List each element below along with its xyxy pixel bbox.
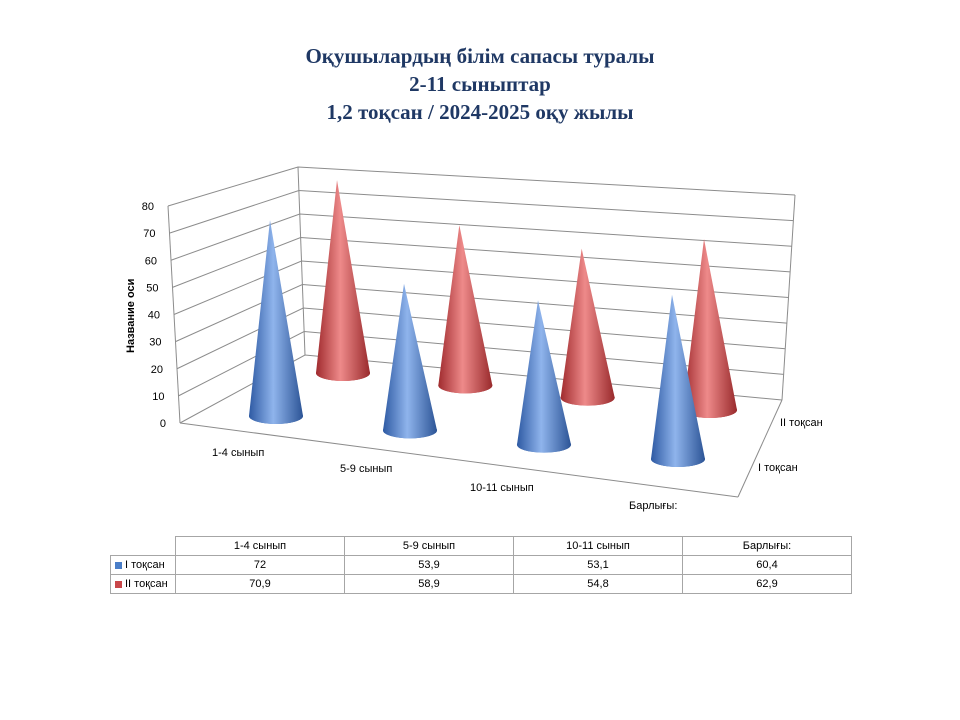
gridline <box>170 213 792 261</box>
table-cell: 70,9 <box>175 574 345 594</box>
table-cell: 54,8 <box>513 574 683 594</box>
title-line-1: Оқушылардың білім сапасы туралы <box>305 44 655 68</box>
series-depth-label: I тоқсан <box>758 462 798 474</box>
cone-q2 <box>560 248 615 406</box>
table-row: I тоқсан 72 53,9 53,1 60,4 <box>110 555 852 575</box>
series-label: II тоқсан <box>125 578 168 590</box>
axis-labels: Название оси 0 10 20 30 40 50 60 70 80 1-4 сынып 5… <box>125 201 823 512</box>
cone-q2 <box>316 180 370 381</box>
title-line-2: 2-11 сыныптар <box>409 72 551 96</box>
x-tick-label: Барлығы: <box>629 500 677 512</box>
table-header-row: 1-4 сынып 5-9 сынып 10-11 сынып Барлығы: <box>111 536 852 556</box>
y-tick-label: 50 <box>146 282 158 294</box>
cone-q2 <box>438 225 493 394</box>
y-tick-label: 70 <box>143 228 155 240</box>
gridline <box>167 166 796 207</box>
table-cell: 58,9 <box>344 574 514 594</box>
table-row: II тоқсан 70,9 58,9 54,8 62,9 <box>110 574 852 594</box>
y-tick-label: 60 <box>145 255 157 267</box>
y-tick-label: 40 <box>148 310 160 322</box>
x-tick-label: 5-9 сынып <box>340 463 392 475</box>
cone-body <box>651 294 705 467</box>
cones <box>249 180 737 467</box>
cone-q1 <box>249 220 303 424</box>
x-tick-label: 10-11 сынып <box>470 482 534 494</box>
table-cell: 62,9 <box>682 574 852 594</box>
cone-chart: Название оси 0 10 20 30 40 50 60 70 80 1-4 сынып 5… <box>125 166 823 512</box>
wall-edge <box>781 194 796 401</box>
axes <box>167 205 783 498</box>
y-axis-title: Название оси <box>125 279 137 353</box>
cone-body <box>316 180 370 381</box>
cone-q1 <box>517 300 571 453</box>
legend-swatch-blue <box>115 561 122 569</box>
cone-body <box>560 248 615 406</box>
x-axis-line <box>179 422 739 498</box>
cone-body <box>683 238 737 418</box>
y-axis-line <box>167 205 181 424</box>
table-cell: 72 <box>175 555 345 575</box>
table-header: Барлығы: <box>682 536 852 556</box>
table-header: 5-9 сынып <box>344 536 514 556</box>
cone-body <box>517 300 571 453</box>
y-tick-label: 80 <box>142 201 154 213</box>
table-corner <box>111 537 176 556</box>
x-tick-label: 1-4 сынып <box>212 447 264 459</box>
wall-edge <box>297 166 306 356</box>
table-cell: 53,9 <box>344 555 514 575</box>
gridlines <box>167 166 796 424</box>
table-header: 1-4 сынып <box>175 536 345 556</box>
legend-swatch-red <box>115 580 122 588</box>
cone-q1 <box>651 294 705 467</box>
cone-q1 <box>383 283 437 439</box>
y-tick-label: 30 <box>149 337 161 349</box>
y-tick-label: 0 <box>160 418 166 430</box>
series-depth-label: II тоқсан <box>780 417 823 429</box>
depth-axis-line <box>737 399 783 498</box>
cone-q2 <box>683 238 737 418</box>
table-header: 10-11 сынып <box>513 536 683 556</box>
series-label: I тоқсан <box>125 559 165 571</box>
cone-body <box>438 225 493 394</box>
chart-title: Оқушылардың білім сапасы туралы 2-11 сын… <box>0 42 960 126</box>
series-key-q2: II тоқсан <box>110 574 176 594</box>
table-cell: 60,4 <box>682 555 852 575</box>
y-tick-label: 20 <box>151 364 163 376</box>
series-key-q1: I тоқсан <box>110 555 176 575</box>
table-cell: 53,1 <box>513 555 683 575</box>
cone-body <box>249 220 303 424</box>
data-table: 1-4 сынып 5-9 сынып 10-11 сынып Барлығы:… <box>110 536 852 594</box>
cone-body <box>383 283 437 439</box>
title-line-3: 1,2 тоқсан / 2024-2025 оқу жылы <box>326 100 634 124</box>
y-tick-label: 10 <box>152 391 164 403</box>
